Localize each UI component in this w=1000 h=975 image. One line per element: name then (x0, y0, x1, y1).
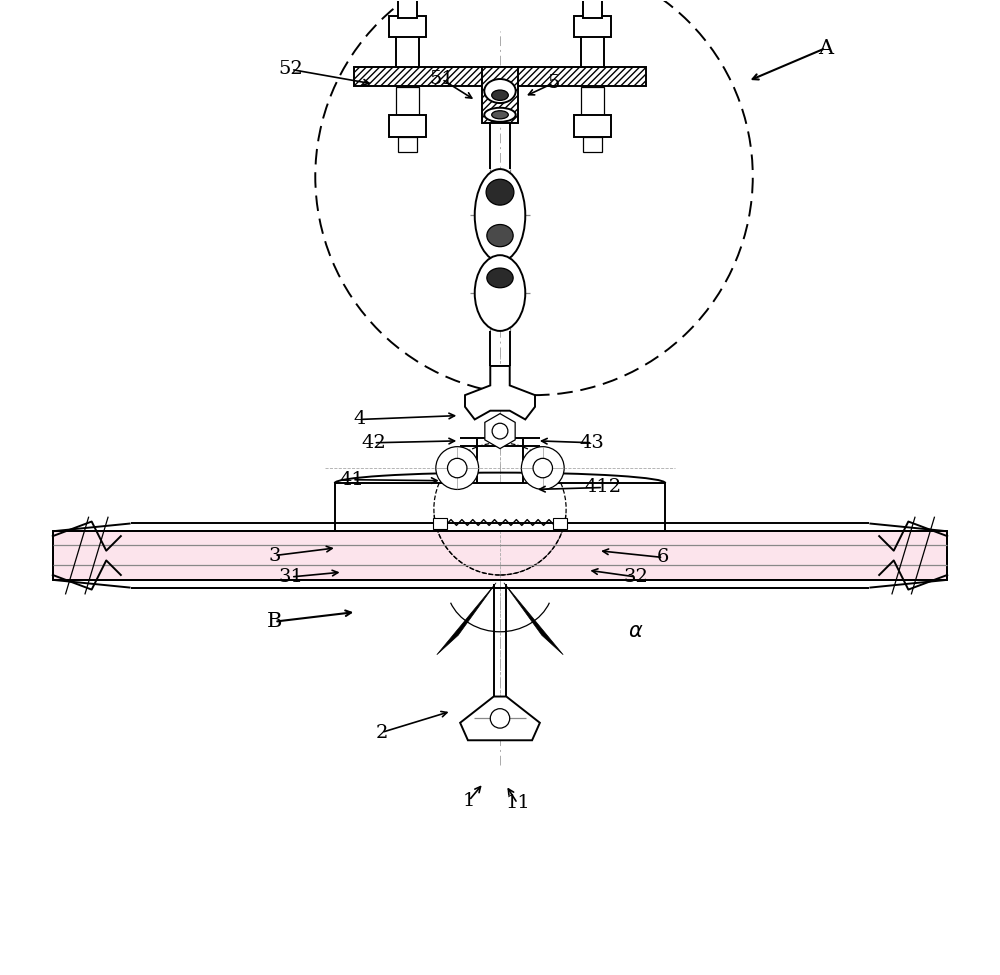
Text: A: A (818, 39, 833, 58)
Text: 43: 43 (580, 434, 605, 451)
Ellipse shape (486, 179, 514, 205)
Ellipse shape (436, 447, 479, 489)
Circle shape (448, 458, 467, 478)
Polygon shape (504, 583, 563, 655)
Text: 51: 51 (429, 70, 454, 88)
Bar (396, 87, 419, 119)
Text: 5: 5 (547, 74, 560, 92)
Bar (396, 35, 419, 66)
Ellipse shape (475, 255, 525, 331)
Bar (53, 531, 947, 580)
Text: 3: 3 (268, 547, 281, 565)
Ellipse shape (475, 169, 525, 261)
Bar (354, 66, 646, 86)
Bar (553, 518, 567, 529)
Ellipse shape (487, 268, 513, 288)
Circle shape (533, 458, 552, 478)
Ellipse shape (521, 447, 564, 489)
Bar (335, 484, 665, 531)
Bar (398, 136, 417, 152)
Text: 42: 42 (361, 434, 386, 451)
Text: $\alpha$: $\alpha$ (628, 622, 644, 641)
Ellipse shape (484, 79, 516, 103)
Ellipse shape (492, 90, 508, 100)
Bar (398, 0, 417, 18)
Bar (389, 16, 426, 37)
Bar (581, 87, 604, 119)
Text: 41: 41 (340, 471, 365, 488)
Bar (574, 16, 611, 37)
Circle shape (490, 709, 510, 728)
Polygon shape (437, 583, 496, 655)
Polygon shape (485, 413, 515, 448)
Ellipse shape (492, 111, 508, 119)
Text: 6: 6 (657, 549, 670, 566)
Text: 11: 11 (505, 795, 530, 812)
Text: 1: 1 (463, 792, 475, 809)
Text: 52: 52 (279, 60, 303, 78)
Bar (574, 115, 611, 137)
Text: B: B (267, 612, 282, 631)
Text: 2: 2 (375, 723, 388, 742)
Bar (583, 0, 602, 18)
Bar (581, 35, 604, 66)
Text: 412: 412 (584, 479, 622, 496)
Bar (433, 518, 447, 529)
Bar (583, 136, 602, 152)
Ellipse shape (484, 108, 516, 122)
Polygon shape (460, 696, 540, 740)
Text: 4: 4 (354, 410, 366, 428)
Ellipse shape (487, 224, 513, 247)
Circle shape (492, 423, 508, 439)
Bar (482, 66, 518, 123)
Bar (389, 115, 426, 137)
Text: 32: 32 (624, 568, 649, 586)
Polygon shape (465, 366, 535, 419)
Text: 31: 31 (279, 568, 303, 586)
